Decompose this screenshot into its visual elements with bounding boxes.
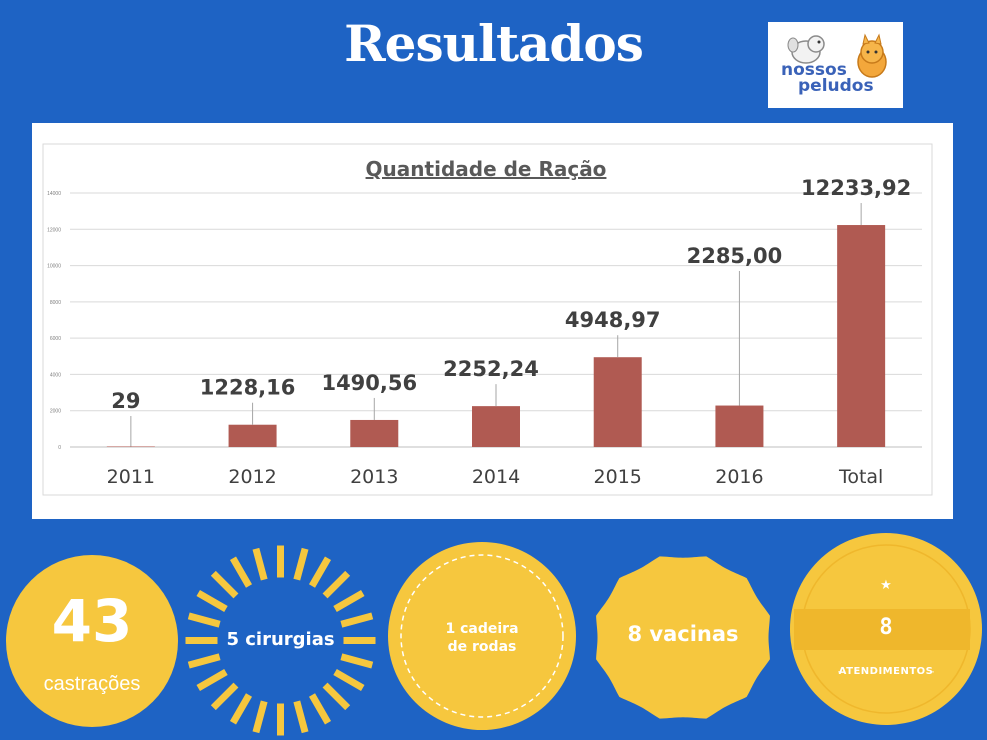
vacinas-scalloped-shape [596,556,770,719]
sunburst-ray [196,589,228,613]
atendimentos-circle [790,533,982,725]
star-icon: ★ [880,577,892,592]
bar [593,357,642,447]
x-tick-label: 2013 [350,466,398,488]
cadeira-line1: 1 cadeira [445,621,519,637]
y-tick-label: 4000 [50,372,61,378]
sunburst-ray [333,589,365,613]
atendimentos-label: ATENDIMENTOS [838,666,934,677]
sunburst-ray [293,700,309,734]
x-tick-label: 2014 [472,466,520,488]
sunburst-ray [322,570,351,599]
data-label: 2252,24 [443,357,539,381]
bar [715,405,764,447]
y-tick-label: 10000 [47,264,61,270]
sunburst-ray [196,668,228,692]
x-tick-label: 2011 [107,466,155,488]
castracoes-number: 43 [51,587,133,655]
sunburst-ray [252,547,268,581]
sunburst-ray [187,612,221,628]
castracoes-badge: 43 castrações [6,555,178,727]
data-label: 12233,92 [801,176,911,200]
dot-right-icon: · [931,664,935,678]
page-title: Resultados [344,14,644,73]
sunburst-ray [252,700,268,734]
sunburst-ray [293,547,309,581]
y-tick-label: 8000 [50,300,61,306]
cirurgias-label: 5 cirurgias [226,629,335,650]
sunburst-ray [322,682,351,711]
castracoes-label: castrações [43,673,141,695]
sunburst-ray [333,668,365,692]
data-label: 1228,16 [200,376,296,400]
chart-panel: Quantidade de Ração 0 2000 4000 6000 8000 100… [32,123,953,519]
nossos-peludos-logo: nossos peludos [768,22,903,108]
y-tick-label: 14000 [47,191,61,197]
atendimentos-badge: ★ 8 ATENDIMENTOS · · [790,533,982,725]
data-label: 1490,56 [321,371,417,395]
y-tick-label: 6000 [50,336,61,342]
x-tick-label: 2016 [715,466,763,488]
dot-left-icon: · [837,664,841,678]
sunburst-ray [308,556,332,588]
sunburst-rays [185,545,376,736]
cadeira-circle [388,542,576,730]
sunburst-ray [229,693,253,725]
bar [228,424,277,447]
bar [350,419,399,447]
sunburst-ray [210,570,239,599]
sunburst-ray [210,682,239,711]
data-label: 29 [111,389,140,413]
cadeira-line2: de rodas [447,639,517,655]
pets-illustration [787,33,887,78]
sunburst-ray [308,693,332,725]
vacinas-label: 8 vacinas [627,622,739,646]
bar [837,225,886,447]
data-label: 4948,97 [565,308,661,332]
bar [106,446,155,447]
x-tick-label: 2012 [228,466,276,488]
cirurgias-badge: 5 cirurgias [183,543,378,738]
sunburst-ray [187,653,221,669]
x-tick-label: 2015 [594,466,642,488]
bar [472,406,520,447]
atendimentos-number: 8 [879,615,893,640]
vacinas-badge: 8 vacinas [588,550,778,725]
y-tick-label: 0 [58,445,61,451]
scalloped-shape [596,556,770,719]
y-tick-label: 2000 [50,409,61,415]
sunburst-ray [340,653,374,669]
y-tick-label: 12000 [47,227,61,233]
logo-text-nossos: nossos [781,60,847,80]
x-tick-label: Total [838,466,883,488]
sunburst-ray [340,612,374,628]
cadeira-badge: 1 cadeira de rodas [387,541,577,731]
sunburst-ray [229,556,253,588]
data-label: 2285,00 [687,244,783,268]
logo-text-peludos: peludos [798,76,874,96]
bar-chart: Quantidade de Ração 0 2000 4000 6000 8000 100… [42,143,933,496]
chart-title: Quantidade de Ração [366,157,607,181]
castracoes-circle [6,555,178,727]
